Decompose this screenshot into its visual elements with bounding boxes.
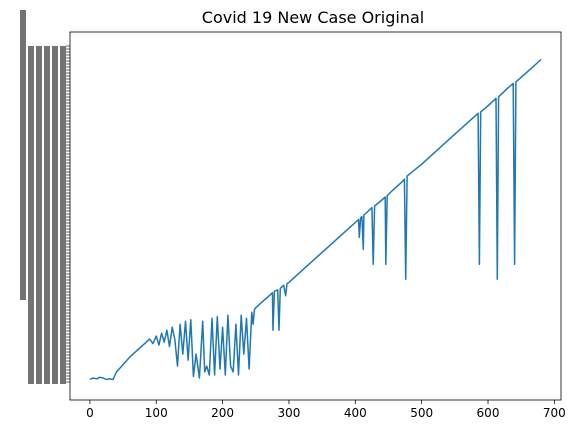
y-label-cluster (36, 46, 42, 384)
x-tick-label: 500 (410, 406, 433, 420)
y-label-cluster (60, 46, 66, 384)
x-tick-label: 300 (278, 406, 301, 420)
y-label-cluster (44, 46, 50, 384)
y-label-cluster (28, 46, 34, 384)
y-label-cluster (52, 46, 58, 384)
series-line (89, 58, 542, 381)
y-label-cluster (20, 10, 26, 300)
x-tick-label: 600 (477, 406, 500, 420)
y-category-labels (20, 10, 70, 384)
x-axis-ticks: 0 100 200 300 400 500 600 700 (86, 400, 566, 420)
chart-title: Covid 19 New Case Original (202, 8, 424, 27)
plot-frame (69, 31, 562, 401)
x-tick-label: 100 (145, 406, 168, 420)
x-tick-label: 0 (86, 406, 94, 420)
x-tick-label: 700 (543, 406, 566, 420)
x-tick-label: 400 (344, 406, 367, 420)
x-tick-label: 200 (211, 406, 234, 420)
